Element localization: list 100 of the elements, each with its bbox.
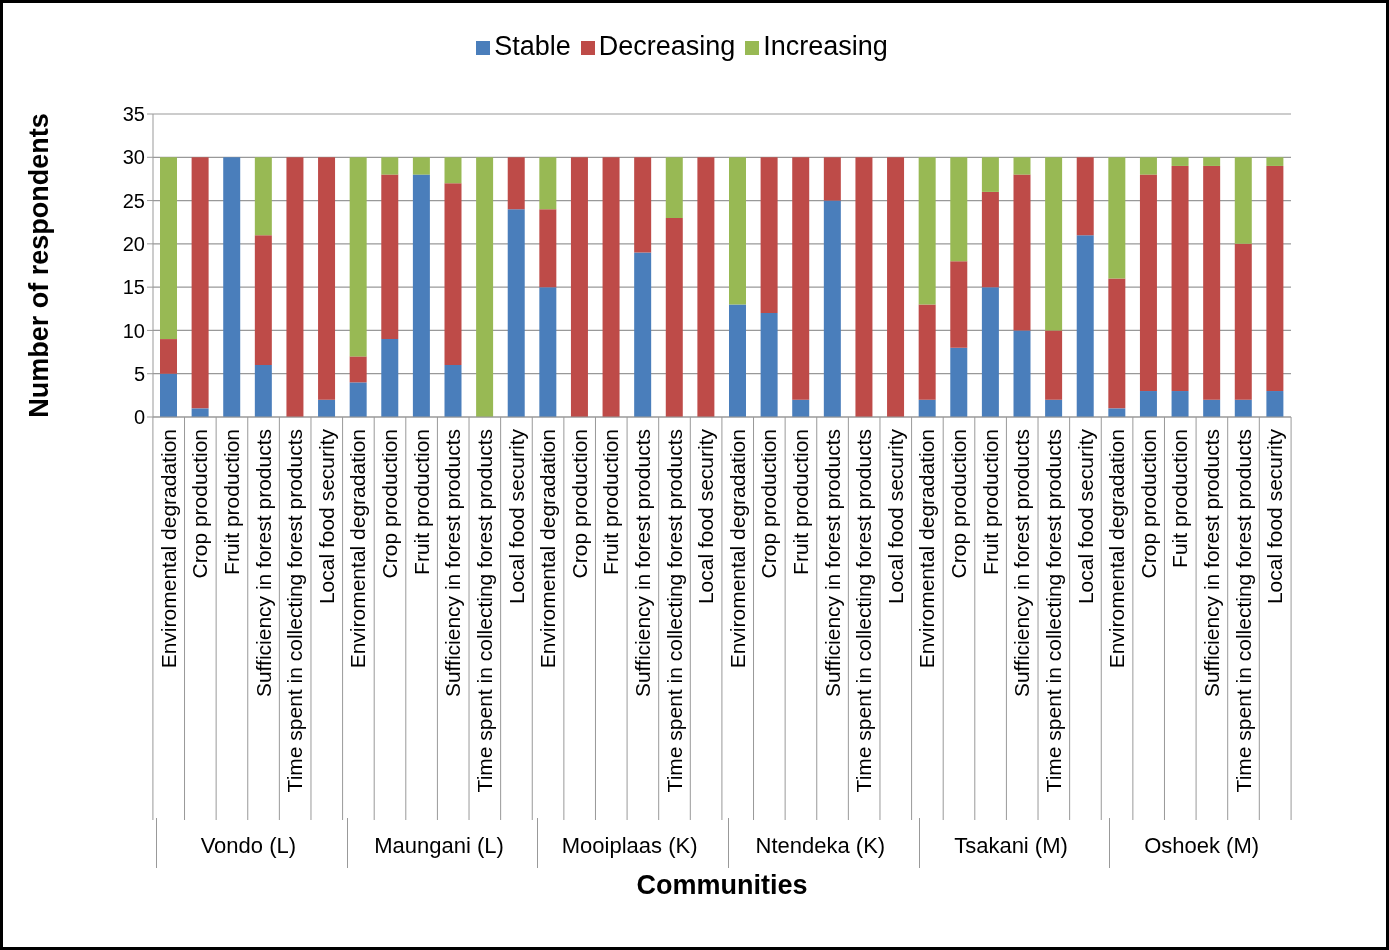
bar — [665, 217, 683, 417]
bar — [950, 347, 968, 417]
bar — [160, 373, 177, 417]
bar — [191, 408, 209, 417]
x-tick-label: Time spent in collecting forest products — [1231, 429, 1255, 793]
x-tick-label: Sufficiency in forest products — [1199, 429, 1223, 698]
x-tick-label: Sufficiency in forest products — [1010, 429, 1034, 698]
bar — [665, 157, 683, 218]
bar — [160, 339, 177, 374]
y-tick-label: 30 — [122, 146, 145, 169]
x-tick-label: Crop production — [378, 429, 402, 579]
bar — [760, 313, 778, 417]
bar — [1139, 391, 1157, 417]
bar — [507, 157, 525, 210]
x-tick-label: Fruit production — [978, 429, 1002, 575]
x-tick-label: Time spent in collecting forest products — [472, 429, 496, 793]
bar — [792, 399, 810, 417]
bar — [318, 157, 336, 400]
bar — [381, 339, 399, 417]
y-tick-label: 20 — [122, 232, 145, 255]
bar — [412, 157, 430, 175]
bar — [1045, 157, 1063, 331]
bar — [1234, 157, 1252, 244]
bar — [1266, 165, 1284, 392]
bar — [1139, 174, 1157, 392]
x-tick-label: Local food security — [504, 428, 528, 605]
y-axis-title: Number of respondents — [23, 113, 54, 418]
bar — [570, 157, 588, 417]
x-tick-label: Sufficiency in forest products — [441, 429, 465, 698]
bar — [381, 174, 399, 340]
text: Vondo (L) — [199, 833, 298, 859]
bar — [1013, 157, 1031, 175]
x-tick-label: Time spent in collecting forest products — [1041, 429, 1065, 793]
x-tick-label: Sufficiency in forest products — [820, 429, 844, 698]
legend-label: Decreasing — [598, 31, 736, 61]
bar — [602, 157, 620, 417]
bar — [1013, 330, 1031, 417]
x-tick-label: Crop production — [1136, 429, 1160, 579]
x-tick-label: Local food security — [694, 428, 718, 605]
bar — [634, 252, 652, 417]
x-tick-label: Enviromental degradation — [1105, 429, 1129, 669]
bar — [1203, 399, 1221, 417]
x-tick-label: Local food security — [1073, 428, 1097, 605]
text: Maungani (L) — [373, 833, 505, 859]
text: Oshoek (M) — [1143, 833, 1261, 859]
bar — [981, 287, 999, 417]
x-tick-label: Fruit production — [409, 429, 433, 575]
bar — [254, 157, 272, 236]
text: Mooiplaas (K) — [560, 833, 699, 859]
bar — [444, 157, 462, 184]
bar — [160, 157, 177, 340]
bar — [507, 209, 525, 417]
bar — [950, 157, 968, 262]
x-tick-label: Sufficiency in forest products — [251, 429, 275, 698]
bar — [634, 157, 652, 253]
x-tick-label: Fruit production — [220, 429, 244, 575]
bar — [1108, 157, 1126, 279]
y-tick-label: 25 — [122, 189, 145, 212]
bar — [1045, 330, 1063, 400]
x-tick-label: Time spent in collecting forest products — [662, 429, 686, 793]
bar — [823, 157, 841, 201]
bar — [1171, 157, 1189, 166]
legend-label: Increasing — [763, 31, 888, 61]
x-tick-label: Time spent in collecting forest products — [852, 429, 876, 793]
bar — [981, 157, 999, 192]
bar — [697, 157, 715, 417]
bar — [286, 157, 304, 417]
bar — [444, 365, 462, 417]
bar — [1203, 165, 1221, 400]
bar — [729, 304, 746, 417]
x-tick-label: Crop production — [188, 429, 212, 579]
bar — [1234, 399, 1252, 417]
y-tick-label: 10 — [122, 319, 145, 342]
bar — [349, 356, 367, 383]
bar — [412, 174, 430, 417]
bar — [792, 157, 810, 400]
bar — [1266, 157, 1284, 166]
bar — [1045, 399, 1063, 417]
bar — [1076, 235, 1094, 417]
x-tick-label: Enviromental degradation — [536, 429, 560, 669]
bar — [760, 157, 778, 314]
x-tick-label: Crop production — [567, 429, 591, 579]
x-tick-label: Fuit production — [1168, 429, 1192, 568]
x-tick-label: Crop production — [757, 429, 781, 579]
bar — [1139, 157, 1157, 175]
x-tick-label: Local food security — [314, 428, 338, 605]
bar — [1171, 165, 1189, 392]
y-tick-label: 5 — [133, 362, 145, 385]
x-tick-label: Time spent in collecting forest products — [283, 429, 307, 793]
bar — [918, 157, 936, 305]
bar — [349, 382, 367, 417]
bar — [981, 191, 999, 288]
bar — [381, 157, 399, 175]
bar — [823, 200, 841, 417]
x-tick-label: Enviromental degradation — [725, 429, 749, 669]
bar — [950, 261, 968, 348]
bar — [855, 157, 873, 417]
bar — [349, 157, 367, 357]
y-tick-label: 0 — [133, 406, 145, 429]
x-axis-title: Communities — [636, 870, 808, 900]
